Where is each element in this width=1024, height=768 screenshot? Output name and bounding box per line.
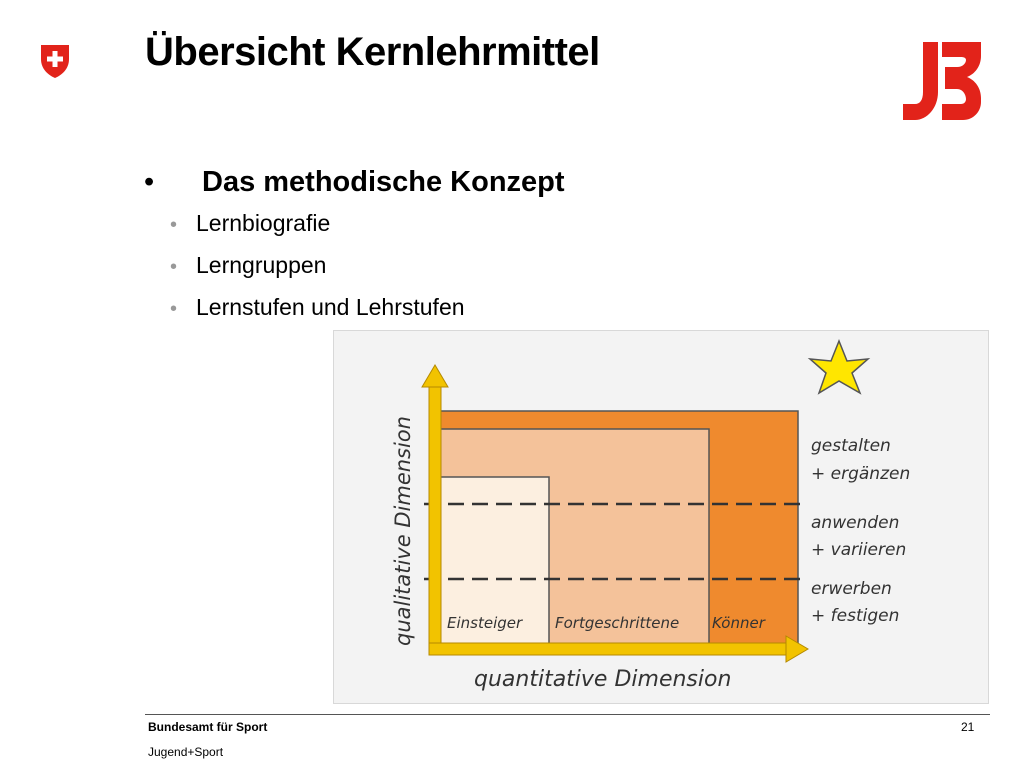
page-number: 21 [961,720,975,734]
sub-bullet-list: • Lernbiografie • Lerngruppen • Lernstuf… [140,210,565,336]
level-label-line: anwenden [811,513,899,533]
bullet-main-label: Das methodische Konzept [202,166,565,198]
y-axis-label: qualitative Dimension [391,416,415,646]
bullet-dot-icon: • [170,256,178,278]
jugend-sport-logo-icon [903,42,981,120]
footer-divider [145,714,990,715]
x-axis-arrow [428,635,809,663]
y-axis-arrow [421,364,449,652]
bullet-list: • Das methodische Konzept • Lernbiografi… [140,166,565,336]
sub-bullet-label: Lernstufen und Lehrstufen [196,294,465,320]
column-label-fortgeschrittene: Fortgeschrittene [555,614,679,632]
bullet-dot-icon: • [170,298,178,320]
sub-bullet-label: Lernbiografie [196,210,331,236]
level-label-line: erwerben [811,579,892,599]
sub-bullet-item: • Lernstufen und Lehrstufen [170,294,565,336]
x-axis-label: quantitative Dimension [474,667,731,692]
column-label-koenner: Könner [712,614,766,632]
sub-bullet-item: • Lerngruppen [170,252,565,294]
bullet-dot-icon: • [170,214,178,236]
level-label-line: gestalten [811,436,891,456]
sub-bullet-item: • Lernbiografie [170,210,565,252]
footer-sub: Jugend+Sport [148,745,224,759]
bullet-main: • Das methodische Konzept [140,166,565,202]
learning-stages-diagram: Einsteiger Fortgeschrittene Könner gesta… [333,330,989,704]
column-label-einsteiger: Einsteiger [447,614,523,632]
bullet-dot-icon: • [144,166,155,198]
sub-bullet-label: Lerngruppen [196,252,327,278]
level-label-line: + ergänzen [811,464,910,484]
swiss-cross-shield-icon [38,42,72,80]
page-title: Übersicht Kernlehrmittel [145,30,600,74]
level-label-line: + variieren [811,540,906,560]
level-label-line: + festigen [811,606,899,626]
star-icon [807,338,871,395]
footer-org: Bundesamt für Sport [148,720,268,734]
